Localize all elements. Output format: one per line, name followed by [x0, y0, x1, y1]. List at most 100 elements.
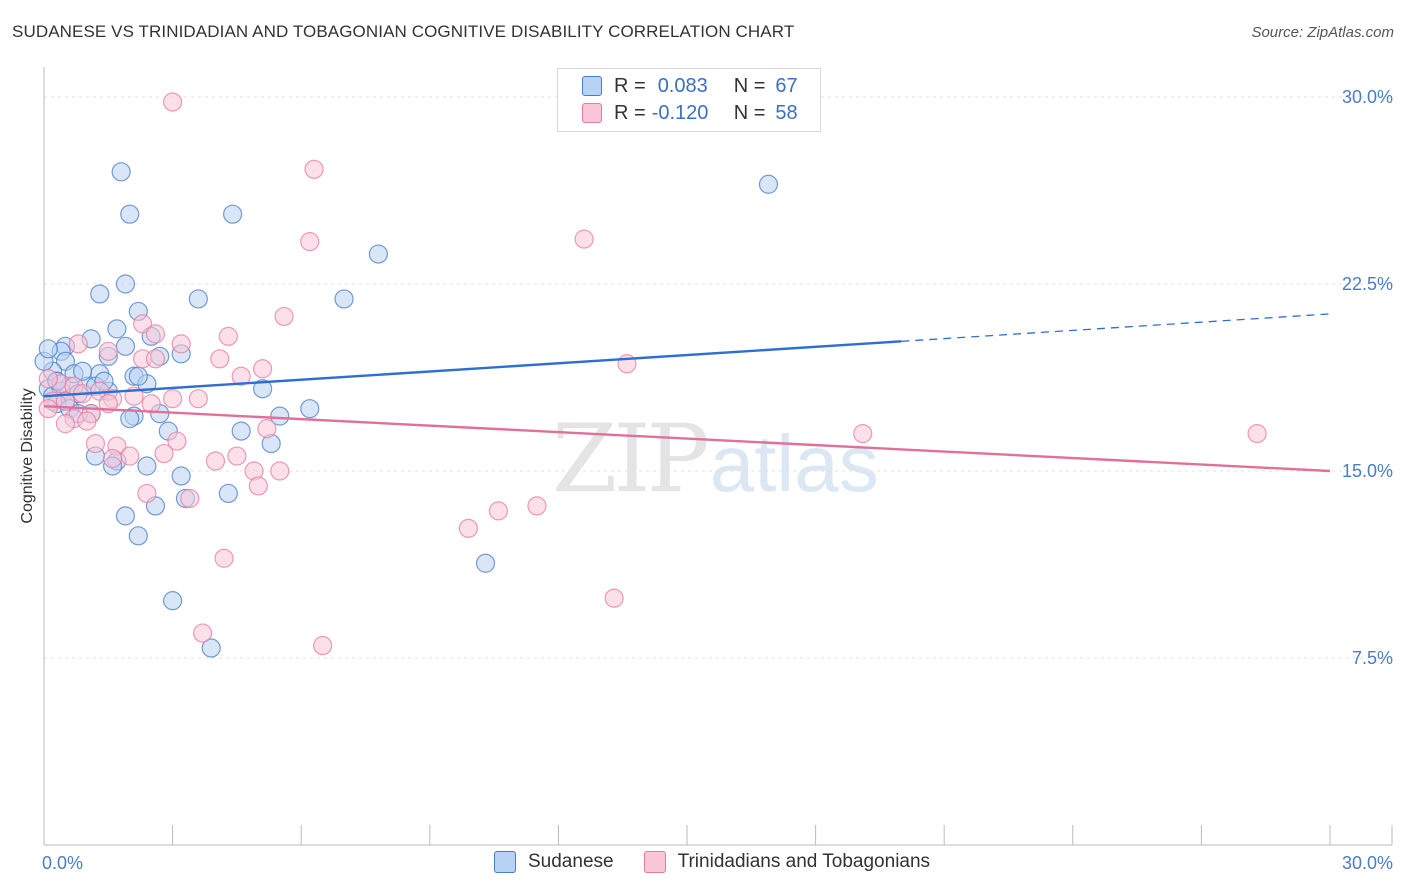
y-tick-label: 15.0%	[1342, 461, 1393, 481]
legend-label: Trinidadians and Tobagonians	[677, 851, 931, 872]
point-sudanese	[368, 244, 388, 264]
point-sudanese	[171, 466, 191, 486]
point-trinidadian	[167, 431, 187, 451]
point-sudanese	[253, 379, 273, 399]
point-trinidadian	[163, 92, 183, 112]
source-label: Source: ZipAtlas.com	[1251, 24, 1394, 41]
point-trinidadian	[304, 159, 324, 179]
legend-row-sudanese: R = 0.083 N = 67	[582, 74, 798, 98]
point-trinidadian	[180, 488, 200, 509]
point-trinidadian	[604, 588, 624, 608]
legend-swatch-pink	[582, 103, 602, 123]
x-tick-label: 30.0%	[1342, 853, 1393, 873]
point-sudanese	[218, 483, 238, 504]
point-trinidadian	[458, 518, 478, 538]
point-sudanese	[128, 366, 148, 386]
series-legend: Sudanese Trinidadians and Tobagonians	[494, 851, 960, 873]
point-trinidadian	[853, 424, 873, 444]
point-trinidadian	[137, 483, 157, 504]
legend-label: Sudanese	[528, 851, 614, 872]
watermark: ZIPatlas	[552, 405, 879, 514]
point-trinidadian	[210, 349, 230, 369]
point-sudanese	[300, 399, 320, 419]
point-trinidadian	[55, 414, 76, 434]
legend-n-value: 58	[775, 101, 798, 124]
point-sudanese	[137, 456, 157, 476]
point-trinidadian	[154, 443, 174, 464]
point-trinidadian	[257, 419, 277, 439]
point-trinidadian	[145, 324, 166, 344]
point-sudanese	[111, 162, 131, 182]
legend-item-sudanese[interactable]: Sudanese	[494, 851, 614, 873]
point-trinidadian	[98, 341, 118, 361]
y-tick-label: 7.5%	[1352, 648, 1393, 668]
legend-r-value: 0.083	[657, 74, 708, 97]
legend-row-trinidadian: R = -0.120 N = 58	[582, 101, 798, 125]
point-trinidadian	[171, 334, 191, 354]
point-trinidadian	[253, 359, 273, 379]
point-sudanese	[115, 274, 136, 294]
legend-n-label: N =	[733, 74, 766, 97]
point-trinidadian	[218, 326, 238, 346]
stats-legend: R = 0.083 N = 67 R = -0.120 N = 58	[557, 68, 821, 132]
point-trinidadian	[270, 461, 290, 481]
point-sudanese	[120, 409, 140, 429]
legend-swatch-blue	[494, 851, 516, 873]
legend-item-trinidadian[interactable]: Trinidadians and Tobagonians	[643, 851, 931, 873]
y-tick-label: 30.0%	[1342, 87, 1393, 107]
y-tick-label: 22.5%	[1342, 274, 1393, 294]
point-trinidadian	[77, 411, 97, 431]
point-trinidadian	[38, 369, 58, 389]
point-trinidadian	[574, 229, 594, 249]
point-sudanese	[115, 506, 136, 526]
legend-swatch-pink	[643, 851, 666, 873]
watermark-atlas: atlas	[709, 419, 879, 508]
trend-extension-sudanese	[901, 313, 1331, 342]
point-trinidadian	[193, 623, 213, 643]
legend-r-label: R =	[614, 101, 646, 124]
point-trinidadian	[55, 391, 76, 411]
point-trinidadian	[132, 314, 153, 334]
point-trinidadian	[300, 232, 320, 252]
point-trinidadian	[145, 349, 166, 369]
point-sudanese	[231, 421, 251, 441]
point-trinidadian	[274, 306, 294, 327]
point-trinidadian	[248, 476, 268, 496]
point-trinidadian	[488, 501, 508, 521]
point-trinidadian	[1247, 424, 1267, 444]
legend-n-value: 67	[775, 74, 798, 97]
point-sudanese	[128, 526, 148, 546]
point-sudanese	[120, 204, 140, 224]
legend-swatch-blue	[582, 76, 602, 96]
legend-n-label: N =	[733, 101, 766, 124]
legend-r-label: R =	[614, 74, 646, 97]
point-trinidadian	[102, 448, 123, 469]
trend-line-sudanese	[43, 340, 902, 398]
point-sudanese	[38, 339, 58, 359]
x-tick-label: 0.0%	[42, 853, 83, 873]
point-sudanese	[163, 591, 183, 611]
point-sudanese	[270, 406, 290, 426]
point-trinidadian	[313, 635, 333, 656]
point-trinidadian	[188, 389, 208, 409]
point-trinidadian	[85, 433, 106, 454]
point-trinidadian	[38, 399, 58, 419]
chart-title: SUDANESE VS TRINIDADIAN AND TOBAGONIAN C…	[12, 22, 795, 41]
point-sudanese	[107, 319, 127, 339]
point-trinidadian	[120, 446, 140, 466]
point-trinidadian	[231, 366, 251, 386]
point-sudanese	[758, 174, 779, 194]
point-sudanese	[334, 289, 354, 309]
point-sudanese	[201, 638, 221, 658]
point-trinidadian	[163, 389, 183, 409]
watermark-zip: ZIP	[552, 405, 710, 514]
point-trinidadian	[68, 334, 88, 354]
point-trinidadian	[527, 496, 547, 516]
point-sudanese	[475, 553, 496, 573]
point-trinidadian	[205, 451, 226, 471]
point-sudanese	[72, 361, 93, 381]
trend-line-trinidadian	[43, 404, 1331, 473]
point-sudanese	[223, 204, 243, 224]
point-trinidadian	[227, 446, 247, 466]
